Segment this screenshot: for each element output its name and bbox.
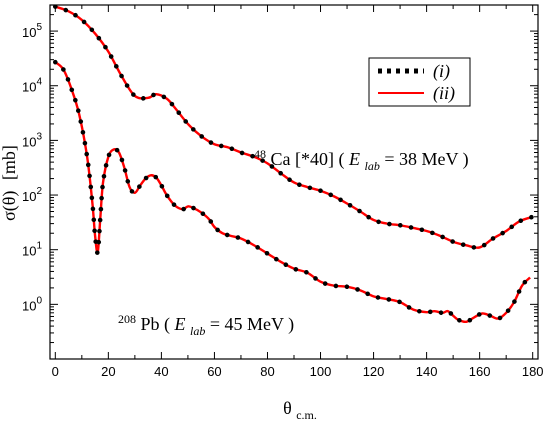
y-tick-label: 104: [22, 77, 42, 95]
series-curve-i-208Pb: [53, 59, 533, 325]
annotation-ca-text: Ca [*40] (: [271, 149, 345, 170]
annotation-ca-e: E: [348, 149, 360, 169]
y-tick-exponent: 2: [36, 186, 42, 197]
x-tick-label: 0: [52, 364, 59, 379]
annotation-pb-tail: = 45 MeV ): [210, 314, 294, 335]
y-tick-label: 105: [22, 22, 42, 40]
y-tick-exponent: 4: [36, 77, 42, 88]
x-tick-label: 40: [154, 364, 168, 379]
series-curve-ii-48Ca: [54, 5, 534, 249]
y-tick-label: 103: [22, 131, 42, 149]
x-tick-label: 60: [207, 364, 221, 379]
y-tick-base: 10: [22, 134, 36, 149]
y-tick-base: 10: [22, 244, 36, 259]
y-tick-exponent: 5: [36, 22, 42, 33]
annotation-ca-superscript: 48: [254, 147, 266, 161]
y-tick-exponent: 3: [36, 131, 42, 142]
annotation-pb-text: Pb (: [141, 314, 171, 335]
x-axis-label-sub: c.m.: [296, 408, 317, 422]
legend-box: [368, 57, 471, 107]
x-axis-label: θ c.m.: [283, 398, 317, 422]
y-axis-label-unit: [mb]: [0, 145, 19, 180]
y-tick-exponent: 0: [36, 295, 42, 306]
legend: (i) (ii): [368, 57, 471, 107]
y-tick-label: 102: [22, 186, 42, 204]
annotation-ca: 48 Ca [*40] ( E lab = 38 MeV ): [254, 142, 469, 174]
y-axis-label-prefix: σ(θ): [0, 191, 20, 221]
x-tick-label: 20: [101, 364, 115, 379]
y-axis-label: σ(θ) [mb]: [0, 145, 20, 221]
y-tick-base: 10: [22, 80, 36, 95]
y-tick-label: 100: [22, 295, 42, 313]
x-tick-label: 160: [469, 364, 491, 379]
annotation-ca-e-sub: lab: [364, 159, 379, 173]
y-tick-exponent: 1: [36, 241, 42, 252]
y-tick-label: 101: [22, 241, 42, 259]
x-tick-label: 180: [522, 364, 544, 379]
annotation-pb-e-sub: lab: [190, 324, 205, 338]
annotation-pb-superscript: 208: [118, 312, 136, 326]
annotation-pb: 208 Pb ( E lab = 45 MeV ): [118, 307, 294, 339]
x-tick-label: 120: [363, 364, 385, 379]
legend-label-ii: (ii): [433, 83, 455, 104]
y-tick-base: 10: [22, 298, 36, 313]
x-tick-label: 80: [260, 364, 274, 379]
series-curve-i-48Ca: [53, 5, 535, 251]
x-tick-label: 100: [310, 364, 332, 379]
x-axis-label-main: θ: [283, 398, 292, 418]
x-tick-label: 140: [416, 364, 438, 379]
annotation-pb-e: E: [174, 314, 186, 334]
annotation-ca-tail: = 38 MeV ): [384, 149, 468, 170]
legend-label-i: (i): [433, 61, 450, 82]
y-tick-base: 10: [22, 189, 36, 204]
y-tick-base: 10: [22, 25, 36, 40]
